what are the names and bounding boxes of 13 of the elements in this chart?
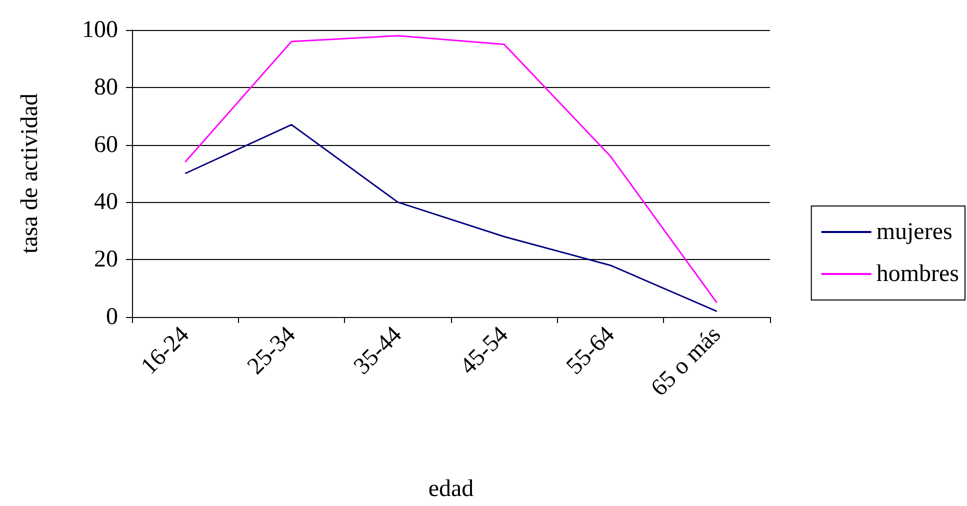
y-axis-title: tasa de actividad (17, 94, 43, 254)
line-series (184, 34, 718, 304)
y-tick-label: 20 (94, 246, 118, 273)
y-tick-label: 0 (106, 304, 118, 330)
legend-label: mujeres (876, 219, 952, 245)
x-tick-label: 65 o más (646, 322, 726, 402)
line-series (184, 124, 718, 312)
x-axis-title: edad (428, 476, 474, 502)
y-tick-label: 80 (94, 74, 118, 100)
y-tick-label: 100 (82, 17, 118, 43)
y-tick-label: 60 (94, 132, 118, 158)
legend-label: hombres (876, 261, 960, 287)
y-tick-label: 40 (94, 189, 118, 216)
